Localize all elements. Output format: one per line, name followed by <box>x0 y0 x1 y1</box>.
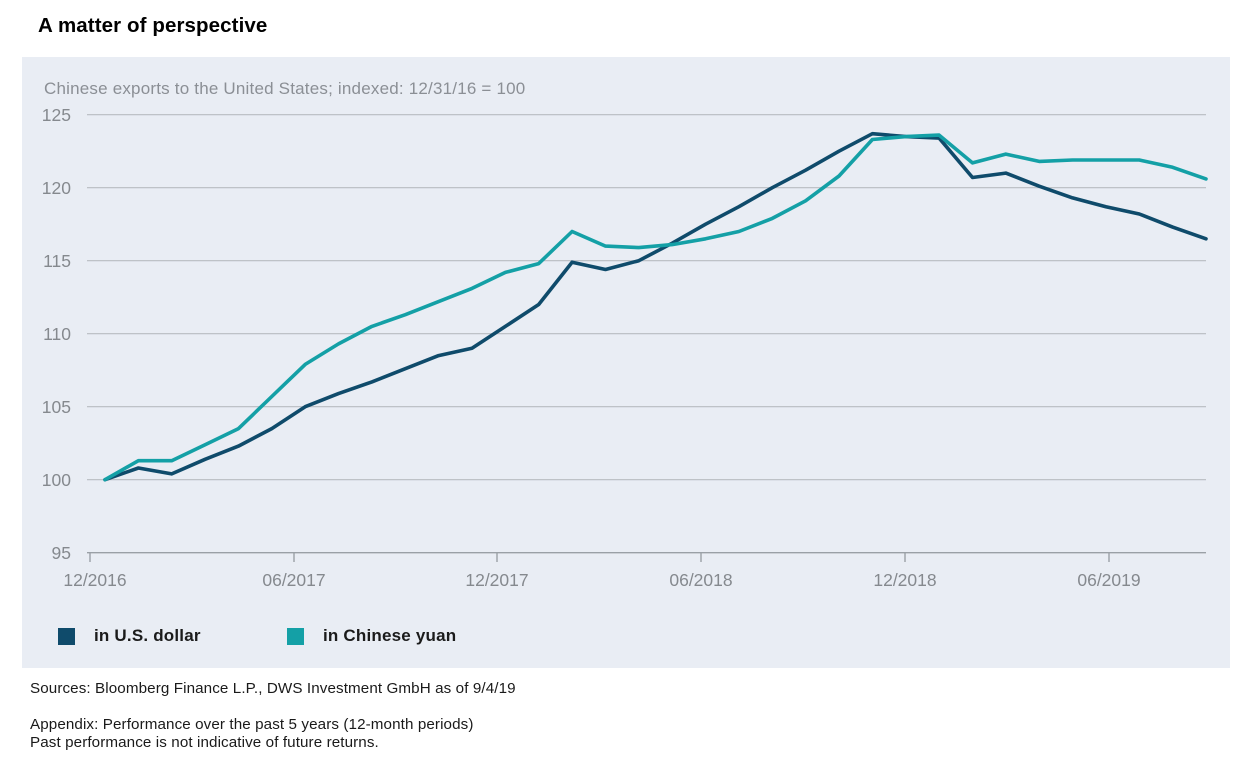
legend-item-cny: in Chinese yuan <box>287 626 456 646</box>
cny-series-line <box>103 133 1208 482</box>
legend-item-usd: in U.S. dollar <box>58 626 201 646</box>
y-axis-tick-label: 105 <box>42 397 71 417</box>
chart-subtitle: Chinese exports to the United States; in… <box>44 79 526 98</box>
x-axis-tick-label: 06/2017 <box>262 570 325 590</box>
x-axis-tick-label: 12/2017 <box>465 570 528 590</box>
cny-legend-swatch-icon <box>287 627 304 645</box>
y-axis-tick-label: 120 <box>42 178 71 198</box>
usd-series-line <box>103 131 1208 482</box>
cny-legend-label: in Chinese yuan <box>323 626 457 645</box>
sources-note: Sources: Bloomberg Finance L.P., DWS Inv… <box>30 680 516 697</box>
y-axis-tick-label: 125 <box>42 105 71 125</box>
usd-legend-swatch-icon <box>58 627 75 645</box>
x-axis-tick-label: 06/2018 <box>669 570 732 590</box>
y-axis-tick-label: 115 <box>43 251 71 271</box>
disclaimer-note: Past performance is not indicative of fu… <box>30 734 379 751</box>
x-axis-tick-label: 12/2018 <box>873 570 936 590</box>
x-axis-tick-label: 06/2019 <box>1077 570 1140 590</box>
x-axis-tick-label: 12/2016 <box>63 570 126 590</box>
usd-legend-label: in U.S. dollar <box>94 626 201 645</box>
appendix-note: Appendix: Performance over the past 5 ye… <box>30 716 474 733</box>
y-axis-tick-label: 95 <box>52 543 71 563</box>
y-axis-tick-label: 100 <box>42 470 71 490</box>
chart-title: A matter of perspective <box>38 14 268 37</box>
y-axis-tick-label: 110 <box>43 324 71 344</box>
